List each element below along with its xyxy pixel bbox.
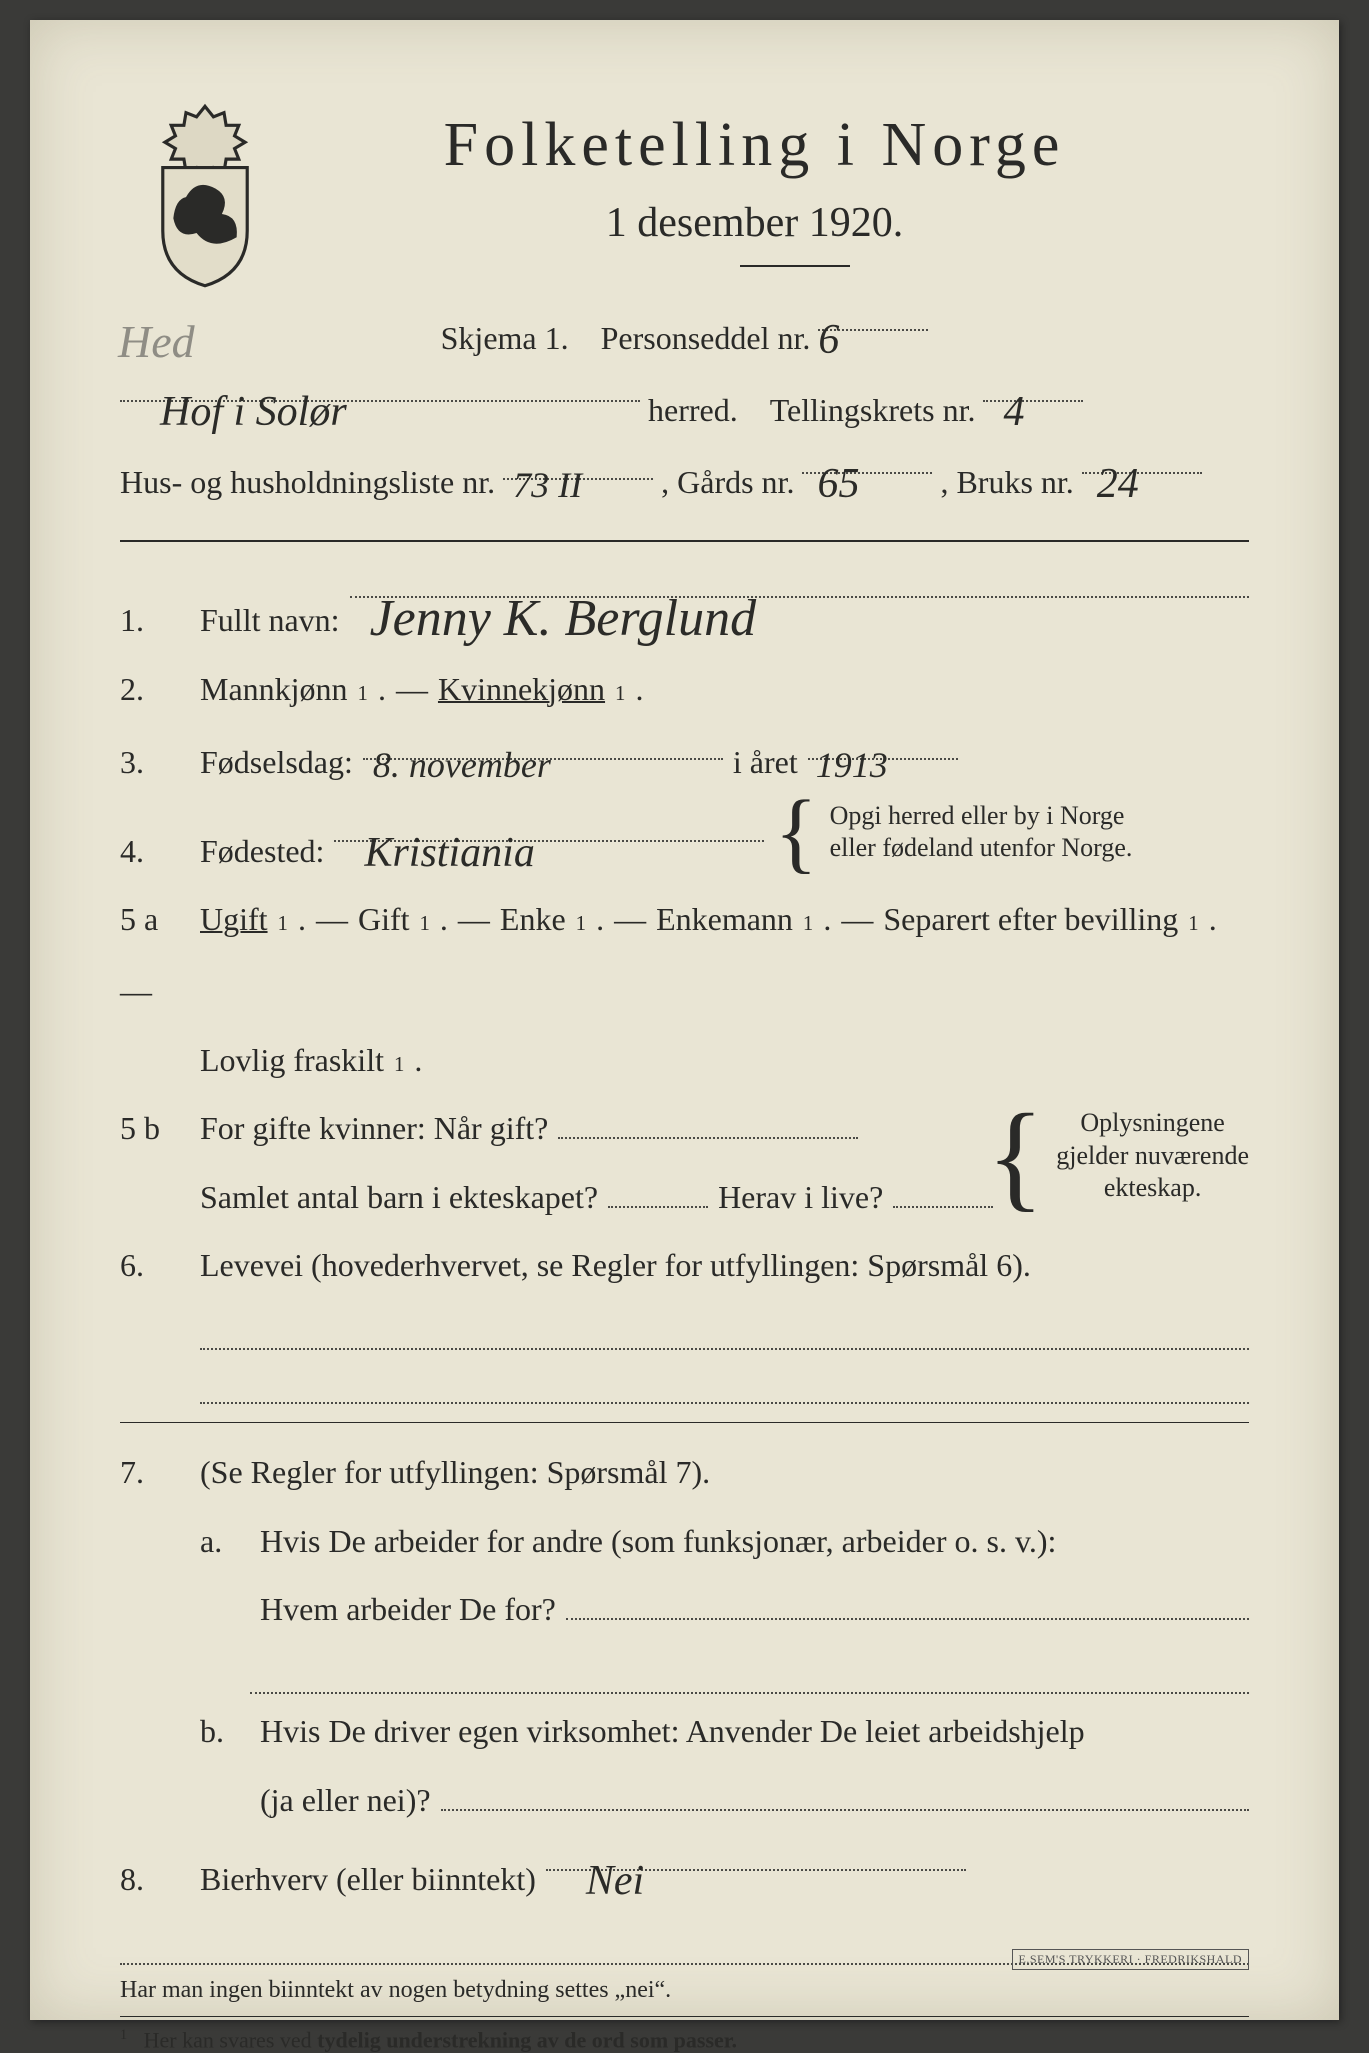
hushold-value: 73 II — [503, 465, 582, 505]
q3-year-value: 1913 — [808, 745, 888, 785]
q5a-enkemann: Enkemann — [656, 888, 793, 950]
q5a: 5 a Ugift1. — Gift1. — Enke1. — Enkemann… — [120, 888, 1249, 1023]
herred-label: herred. — [648, 380, 738, 441]
q6-blank-1 — [200, 1302, 1249, 1350]
q7b-line2: (ja eller nei)? — [120, 1769, 1249, 1831]
q7-label: (Se Regler for utfyllingen: Spørsmål 7). — [200, 1441, 710, 1503]
footnote-2: 1 Her kan svares ved tydelig understrekn… — [120, 2016, 1249, 2053]
q1-label: Fullt navn: — [200, 589, 340, 651]
pencil-annotation: Hed — [118, 315, 195, 368]
q5a-ugift: Ugift — [200, 888, 268, 950]
q4: 4. Fødested: Kristiania { Opgi herred el… — [120, 800, 1249, 882]
q3: 3. Fødselsdag: 8. november i året 1913 — [120, 726, 1249, 793]
footnote-1: Har man ingen biinntekt av nogen betydni… — [120, 1977, 1249, 2004]
q7b-text1: Hvis De driver egen virksomhet: Anvender… — [260, 1700, 1085, 1762]
tellingskrets-label: Tellingskrets nr. — [770, 380, 976, 441]
section-rule-2 — [120, 1422, 1249, 1423]
q6: 6. Levevei (hovederhvervet, se Regler fo… — [120, 1234, 1249, 1296]
q2-kvinne: Kvinnekjønn — [438, 658, 605, 720]
q3-num: 3. — [120, 731, 190, 793]
q7a-blank — [250, 1646, 1249, 1694]
q2-dash: — — [396, 658, 428, 720]
q5b-line1: 5 b For gifte kvinner: Når gift? { Oplys… — [120, 1097, 1249, 1159]
q5b-label3: Herav i live? — [718, 1166, 883, 1228]
q6-label: Levevei (hovederhvervet, se Regler for u… — [200, 1234, 1031, 1296]
q2-sup2: 1 — [615, 674, 625, 715]
gards-label: , Gårds nr. — [661, 452, 794, 513]
q7a-line1: a. Hvis De arbeider for andre (som funks… — [120, 1510, 1249, 1572]
bruks-value: 24 — [1082, 461, 1139, 507]
q5a-fraskilt: Lovlig fraskilt — [200, 1029, 384, 1091]
q4-note-line2: eller fødeland utenfor Norge. — [830, 833, 1133, 862]
section-rule-1 — [120, 540, 1249, 542]
q8-label: Bierhverv (eller biinntekt) — [200, 1848, 536, 1910]
q5a-cont: Lovlig fraskilt1. — [120, 1029, 1249, 1091]
q5b-label2: Samlet antal barn i ekteskapet? — [200, 1166, 598, 1228]
q5b-note-line3: ekteskap. — [1104, 1173, 1201, 1202]
q4-note-line1: Opgi herred eller by i Norge — [830, 801, 1125, 830]
q5a-enke: Enke — [500, 888, 566, 950]
q7b-text2: (ja eller nei)? — [260, 1769, 431, 1831]
q7b-line1: b. Hvis De driver egen virksomhet: Anven… — [120, 1700, 1249, 1762]
q7: 7. (Se Regler for utfyllingen: Spørsmål … — [120, 1441, 1249, 1503]
q5b-note-line2: gjelder nuværende — [1056, 1141, 1249, 1170]
tellingskrets-value: 4 — [983, 389, 1024, 435]
q7a-num: a. — [200, 1510, 250, 1572]
q6-blank-2 — [200, 1356, 1249, 1404]
page-title: Folketelling i Norge — [260, 110, 1249, 181]
footnote-2-bold: tydelig understrekning av de ord som pas… — [317, 2027, 737, 2052]
q2-sup1: 1 — [358, 674, 368, 715]
q2-num: 2. — [120, 658, 190, 720]
q1-value: Jenny K. Berglund — [350, 590, 757, 647]
page-subtitle: 1 desember 1920. — [260, 199, 1249, 247]
gards-value: 65 — [802, 461, 859, 507]
q7a-text1: Hvis De arbeider for andre (som funksjon… — [260, 1510, 1056, 1572]
q7-num: 7. — [120, 1441, 190, 1503]
q3-day-value: 8. november — [363, 745, 551, 785]
q5a-num: 5 a — [120, 888, 190, 950]
form-meta: Skjema 1. Personseddel nr. 6 Hof i Solør… — [120, 297, 1249, 512]
hushold-label: Hus- og husholdningsliste nr. — [120, 452, 495, 513]
q5b-label1: For gifte kvinner: Når gift? — [200, 1097, 548, 1159]
q8-value: Nei — [546, 1858, 644, 1904]
q6-num: 6. — [120, 1234, 190, 1296]
q8-num: 8. — [120, 1848, 190, 1910]
q7b-num: b. — [200, 1700, 250, 1762]
personseddel-value: 6 — [818, 317, 839, 363]
census-form-page: Hed Folketelling i Norge 1 desember 1920… — [30, 20, 1339, 2020]
q4-num: 4. — [120, 820, 190, 882]
footnote-2-num: 1 — [120, 2027, 127, 2043]
q3-label: Fødselsdag: — [200, 731, 353, 793]
q5a-separert: Separert efter bevilling — [883, 888, 1178, 950]
q2: 2. Mannkjønn1. — Kvinnekjønn1. — [120, 658, 1249, 720]
q8: 8. Bierhverv (eller biinntekt) Nei — [120, 1837, 1249, 1910]
printer-mark: E.SEM'S TRYKKERI · FREDRIKSHALD — [1012, 1949, 1249, 1970]
q5b-note: { Oplysningene gjelder nuværende ekteska… — [987, 1107, 1249, 1205]
q4-label: Fødested: — [200, 820, 324, 882]
q5b-note-line1: Oplysningene — [1080, 1108, 1224, 1137]
q5a-gift: Gift — [358, 888, 410, 950]
q4-note: { Opgi herred eller by i Norge eller fød… — [774, 800, 1132, 865]
q4-value: Kristiania — [334, 830, 534, 876]
q1: 1. Fullt navn: Jenny K. Berglund — [120, 564, 1249, 651]
meta-row-3: Hus- og husholdningsliste nr. 73 II , Gå… — [120, 441, 1249, 513]
q1-num: 1. — [120, 589, 190, 651]
q7a-text2: Hvem arbeider De for? — [260, 1578, 556, 1640]
q2-mann: Mannkjønn — [200, 658, 348, 720]
q5b-num: 5 b — [120, 1097, 190, 1159]
meta-row-1: Skjema 1. Personseddel nr. 6 — [120, 297, 1249, 369]
personseddel-label: Personseddel nr. — [601, 308, 811, 369]
herred-value: Hof i Solør — [120, 389, 347, 435]
skjema-label: Skjema 1. — [441, 308, 569, 369]
meta-row-2: Hof i Solør herred. Tellingskrets nr. 4 — [120, 369, 1249, 441]
q7a-line2: Hvem arbeider De for? — [120, 1578, 1249, 1640]
coat-of-arms-icon — [140, 100, 270, 290]
title-rule — [740, 265, 850, 267]
header: Folketelling i Norge 1 desember 1920. — [120, 110, 1249, 267]
footnote-2-pre: Her kan svares ved — [144, 2027, 318, 2052]
bruks-label: , Bruks nr. — [940, 452, 1073, 513]
